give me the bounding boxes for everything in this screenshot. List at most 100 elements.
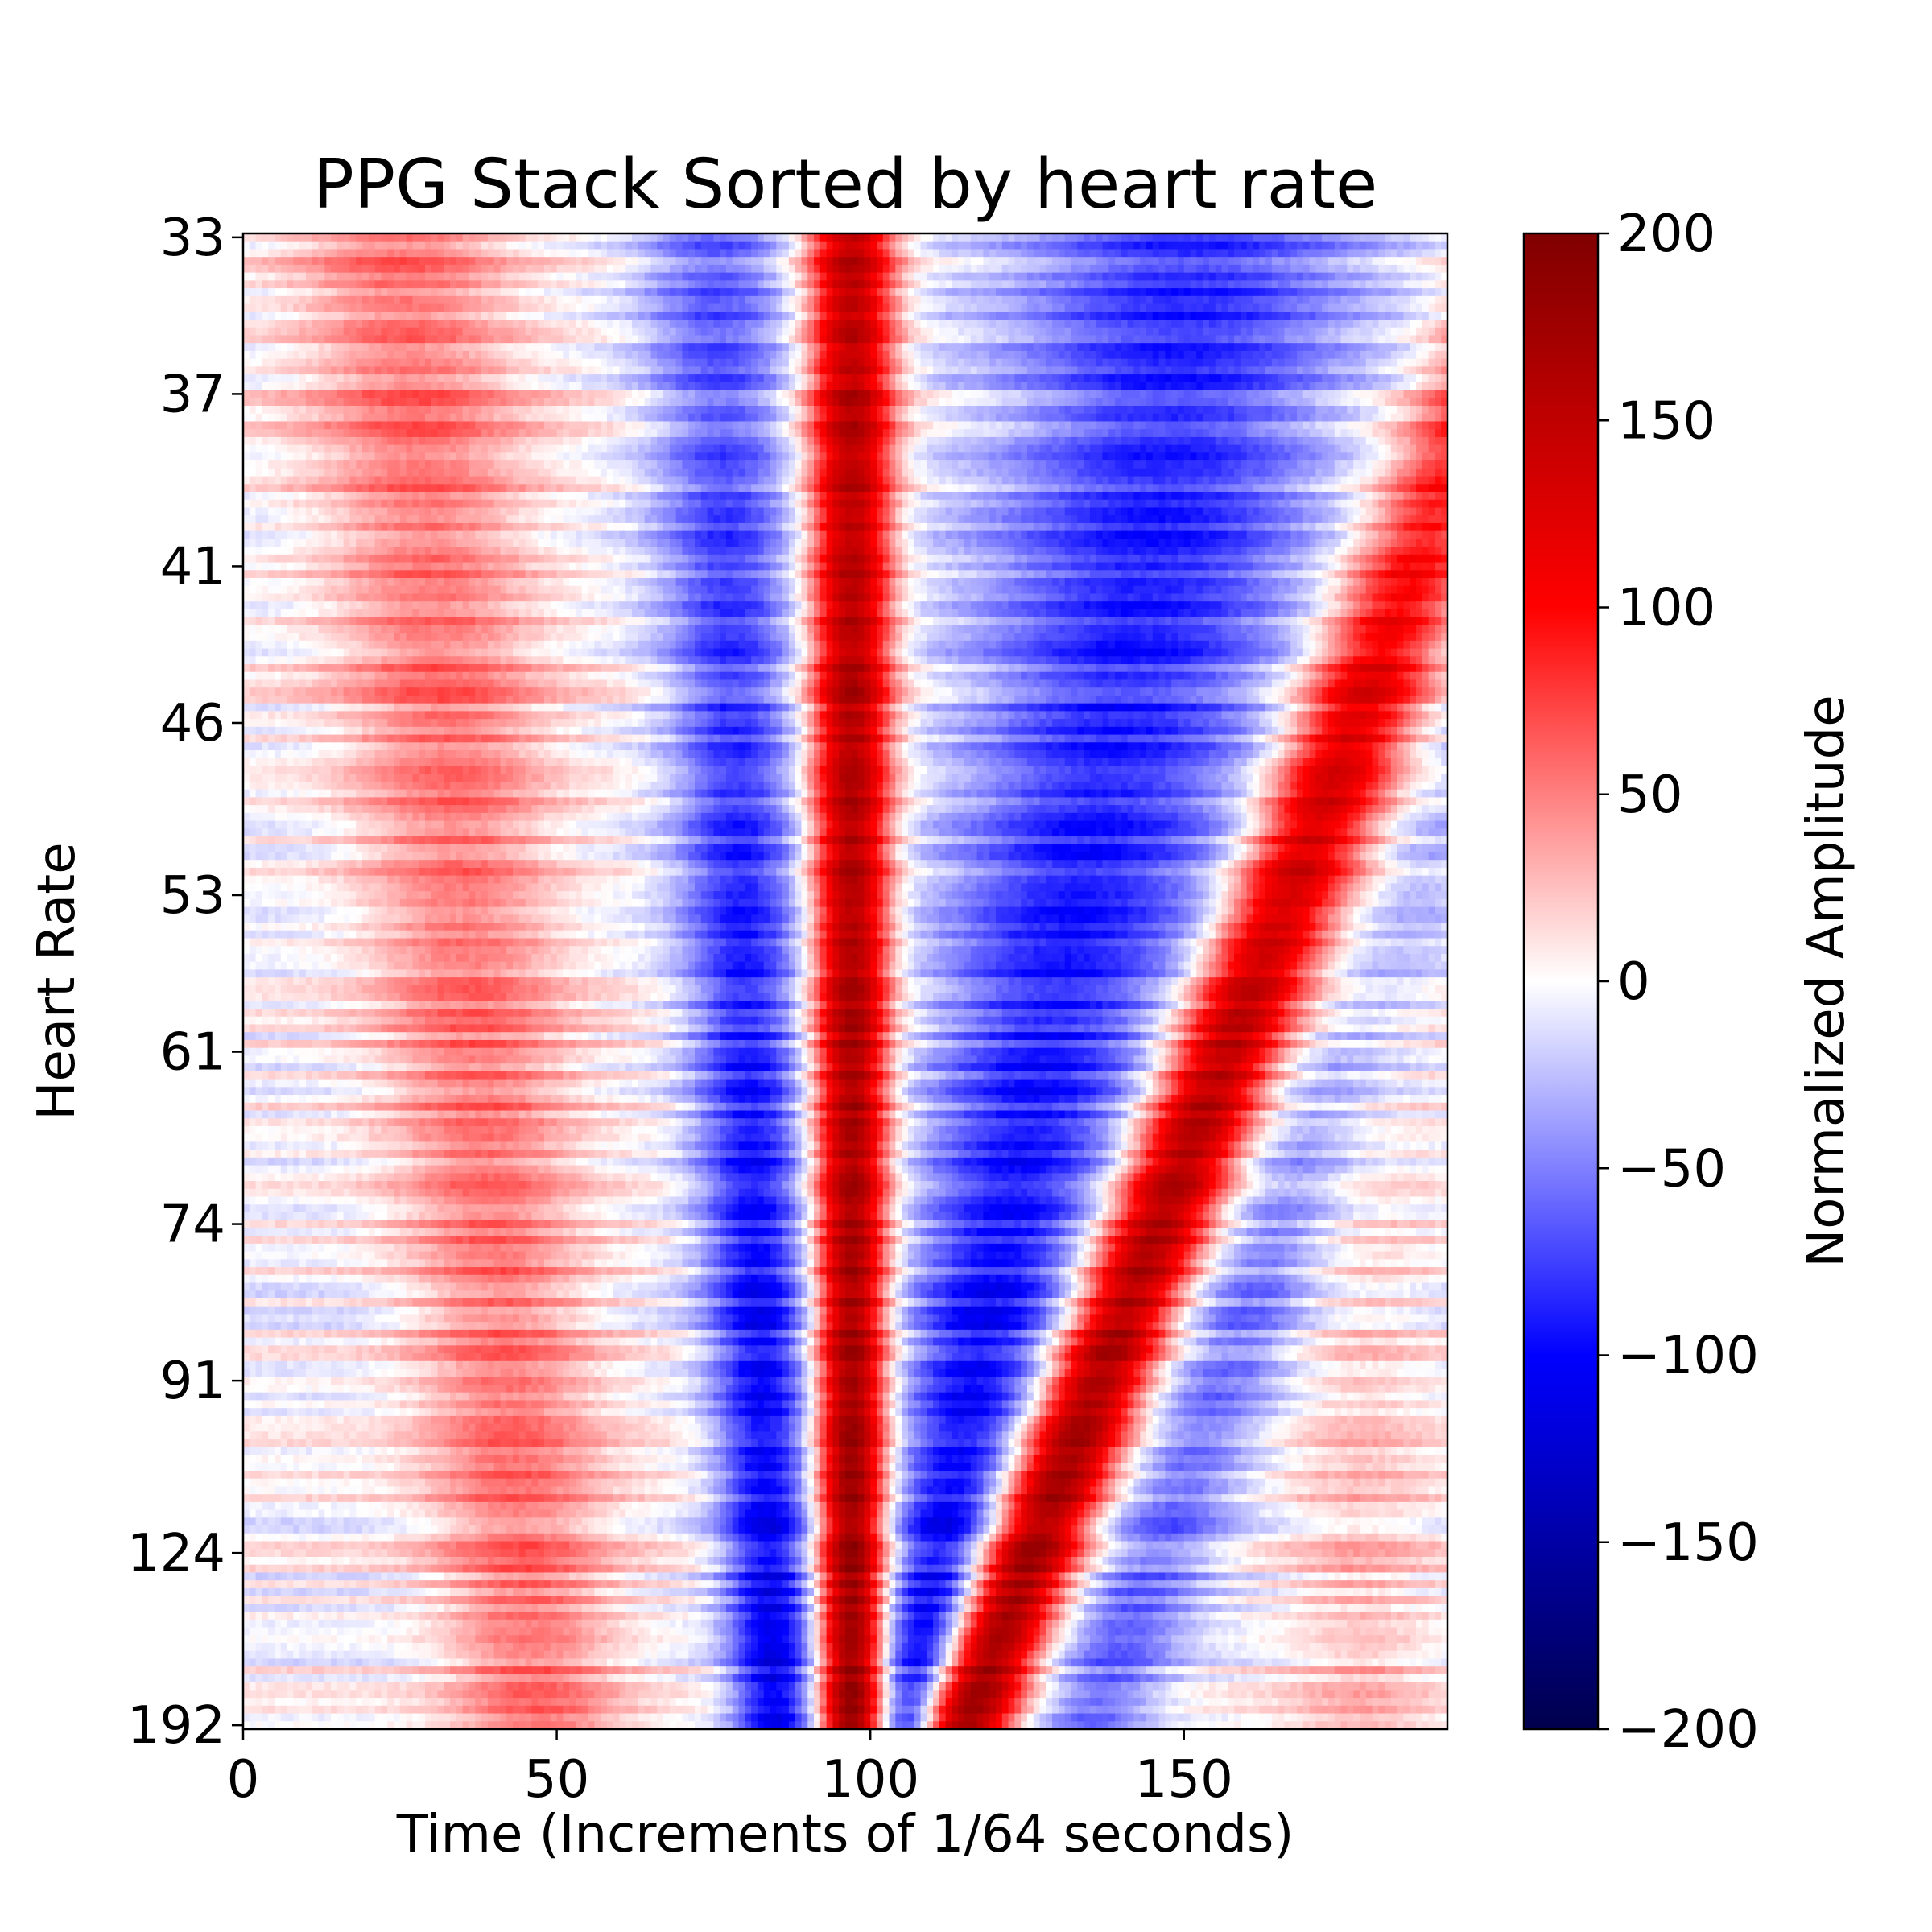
heatmap-cell (758, 288, 764, 296)
heatmap-cell (613, 265, 620, 273)
heatmap-cell (795, 312, 802, 320)
heatmap-cell (306, 382, 312, 390)
heatmap-cell (858, 233, 865, 242)
heatmap-cell (387, 406, 394, 414)
heatmap-cell (1373, 382, 1379, 390)
heatmap-cell (1373, 273, 1379, 281)
heatmap-cell (933, 265, 939, 273)
heatmap-cell (1222, 382, 1228, 390)
heatmap-cell (387, 242, 394, 250)
heatmap-cell (1366, 359, 1373, 367)
heatmap-cell (1391, 390, 1397, 398)
heatmap-cell (1090, 390, 1096, 398)
heatmap-cell (324, 273, 331, 281)
heatmap-cell (933, 312, 939, 320)
heatmap-cell (450, 328, 456, 336)
heatmap-cell (256, 382, 262, 390)
heatmap-cell (1310, 233, 1316, 242)
heatmap-cell (864, 374, 870, 382)
heatmap-cell (758, 374, 764, 382)
heatmap-cell (927, 390, 933, 398)
heatmap-cell (268, 421, 275, 429)
heatmap-cell (557, 280, 564, 288)
heatmap-cell (845, 406, 852, 414)
heatmap-cell (1353, 304, 1360, 312)
heatmap-cell (349, 421, 356, 429)
heatmap-cell (538, 351, 544, 359)
heatmap-cell (419, 312, 425, 320)
heatmap-cell (1115, 320, 1121, 328)
heatmap-cell (262, 312, 268, 320)
heatmap-cell (1403, 374, 1410, 382)
heatmap-cell (1284, 390, 1290, 398)
heatmap-cell (745, 296, 751, 304)
heatmap-cell (557, 366, 564, 374)
heatmap-cell (1115, 343, 1121, 351)
heatmap-cell (758, 343, 764, 351)
heatmap-cell (582, 328, 588, 336)
heatmap-cell (682, 366, 688, 374)
heatmap-cell (306, 320, 312, 328)
heatmap-cell (1228, 265, 1234, 273)
heatmap-cell (293, 398, 299, 406)
heatmap-cell (958, 265, 964, 273)
heatmap-cell (645, 280, 651, 288)
heatmap-cell (839, 257, 845, 265)
heatmap-cell (256, 359, 262, 367)
heatmap-cell (400, 382, 407, 390)
heatmap-cell (852, 320, 858, 328)
heatmap-cell (1027, 273, 1034, 281)
heatmap-cell (688, 304, 695, 312)
heatmap-cell (1040, 304, 1046, 312)
heatmap-cell (620, 328, 626, 336)
heatmap-cell (1335, 257, 1341, 265)
heatmap-cell (902, 304, 908, 312)
heatmap-cell (481, 406, 488, 414)
heatmap-cell (1165, 374, 1171, 382)
heatmap-cell (1084, 233, 1090, 242)
heatmap-cell (914, 398, 921, 406)
heatmap-cell (513, 421, 519, 429)
heatmap-cell (1191, 242, 1197, 250)
heatmap-cell (1034, 312, 1040, 320)
heatmap-cell (1191, 335, 1197, 343)
heatmap-cell (488, 414, 494, 422)
heatmap-cell (782, 390, 789, 398)
heatmap-cell (996, 304, 1002, 312)
heatmap-cell (1378, 296, 1385, 304)
heatmap-cell (688, 233, 695, 242)
heatmap-cell (852, 414, 858, 422)
heatmap-cell (801, 359, 807, 367)
heatmap-cell (1196, 280, 1203, 288)
heatmap-cell (613, 304, 620, 312)
heatmap-cell (864, 249, 870, 257)
heatmap-cell (1416, 249, 1422, 257)
heatmap-cell (1234, 265, 1241, 273)
heatmap-cell (908, 249, 914, 257)
heatmap-cell (1002, 265, 1009, 273)
heatmap-cell (1222, 414, 1228, 422)
heatmap-cell (858, 280, 865, 288)
heatmap-cell (1178, 414, 1184, 422)
heatmap-cell (1002, 288, 1009, 296)
heatmap-cell (638, 312, 645, 320)
heatmap-cell (845, 398, 852, 406)
heatmap-cell (613, 351, 620, 359)
heatmap-cell (839, 288, 845, 296)
heatmap-cell (557, 233, 564, 242)
heatmap-cell (526, 421, 532, 429)
heatmap-cell (1397, 280, 1404, 288)
heatmap-cell (1009, 296, 1015, 304)
heatmap-cell (256, 265, 262, 273)
heatmap-cell (481, 351, 488, 359)
heatmap-cell (1373, 351, 1379, 359)
heatmap-cell (299, 304, 306, 312)
heatmap-cell (431, 328, 438, 336)
heatmap-cell (438, 242, 444, 250)
heatmap-cell (1065, 242, 1071, 250)
heatmap-cell (594, 359, 601, 367)
heatmap-cell (1084, 320, 1090, 328)
heatmap-cell (620, 265, 626, 273)
heatmap-cell (807, 257, 814, 265)
heatmap-cell (256, 257, 262, 265)
